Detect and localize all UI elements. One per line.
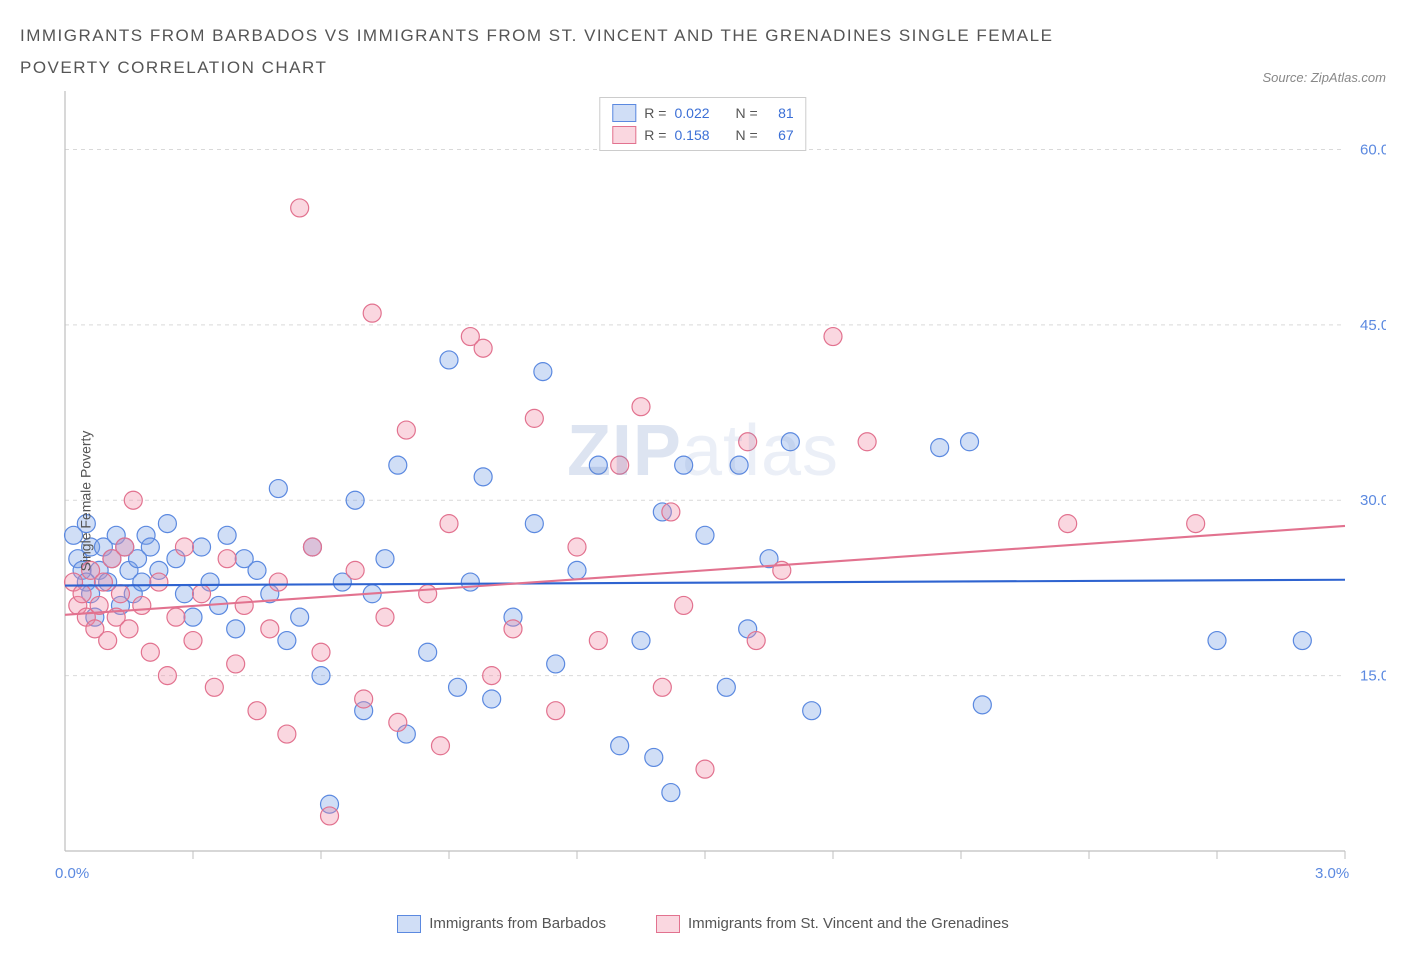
svg-text:60.0%: 60.0% (1360, 141, 1386, 158)
x-axis-max-label: 3.0% (1315, 865, 1349, 882)
legend-stats-row: R =0.022N =81 (612, 102, 793, 124)
scatter-chart: 15.0% 30.0% 45.0% 60.0% (20, 91, 1386, 881)
legend-stats-row: R =0.158N =67 (612, 124, 793, 146)
chart-title: IMMIGRANTS FROM BARBADOS VS IMMIGRANTS F… (20, 20, 1070, 85)
legend-swatch (612, 126, 636, 144)
plot-area: Single Female Poverty 15.0% 30.0% 45.0% 60.… (20, 91, 1386, 911)
title-row: IMMIGRANTS FROM BARBADOS VS IMMIGRANTS F… (20, 20, 1386, 85)
svg-text:45.0%: 45.0% (1360, 316, 1386, 333)
legend-swatch (612, 104, 636, 122)
svg-text:30.0%: 30.0% (1360, 492, 1386, 509)
source-label: Source: ZipAtlas.com (1262, 70, 1386, 85)
legend-stats: R =0.022N =81R =0.158N =67 (599, 97, 806, 151)
y-axis-label: Single Female Poverty (77, 430, 93, 571)
x-axis-min-label: 0.0% (55, 865, 89, 882)
svg-text:15.0%: 15.0% (1360, 667, 1386, 684)
chart-container: IMMIGRANTS FROM BARBADOS VS IMMIGRANTS F… (20, 20, 1386, 933)
